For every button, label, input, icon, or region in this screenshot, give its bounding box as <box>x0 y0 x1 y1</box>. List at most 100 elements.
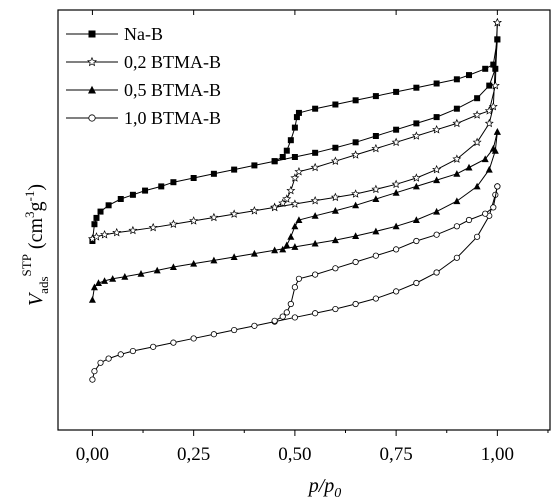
data-point <box>465 163 473 171</box>
x-tick-label: 0,75 <box>379 444 412 465</box>
series-line-desorption <box>274 39 498 162</box>
data-point <box>392 189 400 196</box>
data-point <box>279 313 286 320</box>
y-axis-title-unit-sup2: -1 <box>22 191 37 202</box>
data-point <box>251 162 258 169</box>
data-point <box>485 165 493 173</box>
data-point <box>413 279 420 287</box>
data-point <box>372 227 380 235</box>
data-point <box>331 236 339 244</box>
data-point <box>393 288 400 295</box>
data-point <box>413 84 420 91</box>
data-point <box>473 182 481 190</box>
data-point <box>117 351 124 358</box>
data-point <box>490 204 497 211</box>
data-point <box>486 82 493 89</box>
data-point <box>100 229 110 239</box>
data-point <box>190 175 197 181</box>
data-point <box>148 222 158 232</box>
data-point <box>286 185 296 195</box>
data-point <box>393 126 400 133</box>
x-axis-title-main: p/p <box>307 475 335 497</box>
series-3 <box>88 128 501 303</box>
data-point <box>433 114 440 121</box>
data-point <box>352 201 360 209</box>
data-point <box>88 30 96 38</box>
data-point <box>291 314 298 321</box>
data-point <box>453 223 460 230</box>
data-point <box>452 154 462 163</box>
data-point <box>97 359 104 366</box>
data-point <box>433 231 440 238</box>
data-point <box>87 56 97 67</box>
data-point <box>231 166 238 173</box>
x-axis-title-sub: 0 <box>334 486 341 500</box>
data-point <box>474 233 481 240</box>
legend-item: 0,2 BTMA-B <box>66 52 221 72</box>
x-axis-title: p/p0 <box>307 475 342 500</box>
data-point <box>494 36 501 43</box>
data-point <box>311 239 319 247</box>
data-point <box>332 265 339 272</box>
data-point <box>89 376 96 383</box>
data-point <box>433 207 441 215</box>
data-point <box>352 232 360 239</box>
data-point <box>271 246 279 254</box>
data-point <box>393 88 400 95</box>
data-point <box>153 266 161 274</box>
data-point <box>453 170 461 177</box>
data-point <box>452 118 462 128</box>
data-point <box>412 182 420 190</box>
data-point <box>97 208 104 215</box>
legend-item: Na-B <box>66 24 163 44</box>
data-point <box>150 343 157 350</box>
data-point <box>481 155 489 163</box>
series-1 <box>89 36 501 244</box>
data-point <box>169 263 177 271</box>
data-point <box>391 179 401 189</box>
data-point <box>230 253 238 260</box>
data-point <box>433 269 440 276</box>
data-point <box>271 158 278 165</box>
data-point <box>371 143 381 153</box>
data-point <box>91 221 98 228</box>
data-point <box>291 124 298 131</box>
data-point <box>492 17 502 27</box>
data-point <box>91 232 101 241</box>
data-point <box>287 137 294 144</box>
data-point <box>250 249 258 257</box>
data-point <box>489 144 497 152</box>
data-point <box>283 241 291 249</box>
data-point <box>391 137 401 147</box>
series-line-desorption <box>274 22 498 208</box>
data-point <box>93 214 100 221</box>
x-tick-label: 0,00 <box>76 444 109 465</box>
data-point <box>229 209 239 218</box>
data-point <box>90 283 98 291</box>
data-point <box>294 166 304 176</box>
data-point <box>210 170 217 177</box>
data-point <box>433 176 441 184</box>
data-point <box>433 80 440 87</box>
data-point <box>190 259 198 267</box>
data-point <box>484 118 494 128</box>
series-line-desorption <box>282 131 498 250</box>
x-tick-label: 1,00 <box>481 444 514 465</box>
data-point <box>493 128 501 135</box>
x-tick-label: 0,50 <box>278 444 311 465</box>
data-point <box>128 225 138 235</box>
data-point <box>392 222 400 230</box>
data-point <box>121 273 129 280</box>
data-point <box>490 80 500 90</box>
data-point <box>482 65 489 72</box>
data-point <box>453 254 460 261</box>
data-point <box>484 106 494 115</box>
x-tick-label: 0,25 <box>177 444 210 465</box>
data-point <box>291 154 298 160</box>
series-2 <box>87 17 502 243</box>
data-point <box>371 184 381 194</box>
y-axis-title-unit-mid: g <box>25 201 47 211</box>
series-line-desorption <box>274 186 498 322</box>
data-point <box>293 114 300 121</box>
data-point <box>482 210 489 217</box>
